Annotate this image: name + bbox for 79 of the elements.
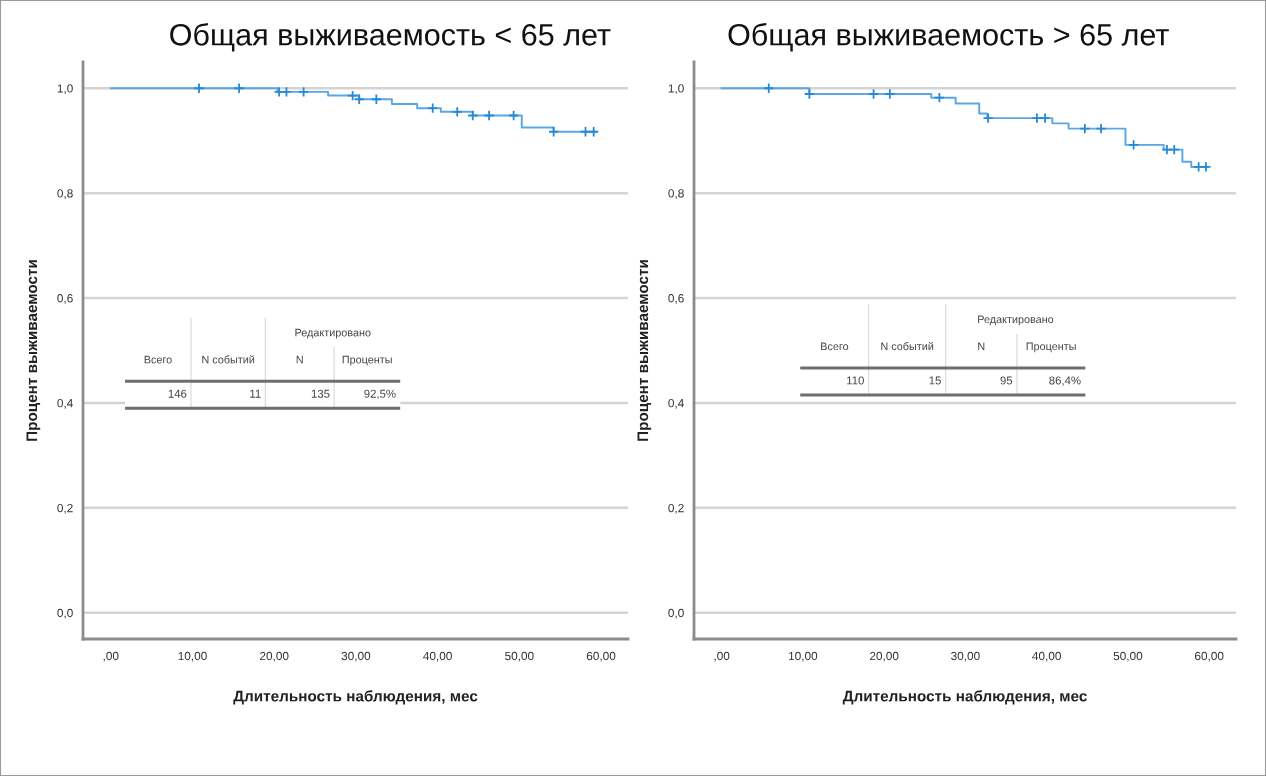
x-tick-label: 60,00 xyxy=(586,651,616,662)
y-tick-label: 0,6 xyxy=(57,294,73,304)
y-tick-label: 0,4 xyxy=(668,398,684,409)
x-tick-label: 30,00 xyxy=(951,651,980,662)
annotation: N событий xyxy=(202,355,255,364)
annotation: 95 xyxy=(1000,376,1013,385)
x-tick-label: 10,00 xyxy=(789,651,818,662)
x-axis-title: Длительность наблюдения, мес xyxy=(233,690,478,705)
y-tick-label: 0,2 xyxy=(668,503,684,514)
point xyxy=(548,126,560,138)
point xyxy=(1200,161,1212,173)
point xyxy=(1168,144,1180,156)
y-tick-label: 0,0 xyxy=(668,608,684,619)
point xyxy=(427,102,439,114)
x-tick-label: 40,00 xyxy=(1032,651,1061,662)
annotation: Редактировано xyxy=(978,315,1054,326)
annotation: Всего xyxy=(144,355,172,364)
x-axis-title: Длительность наблюдения, мес xyxy=(842,690,1087,705)
y-tick-label: 0,6 xyxy=(668,294,684,304)
annotation: Всего xyxy=(821,342,849,351)
annotation: 11 xyxy=(250,389,261,398)
annotation: N событий xyxy=(881,341,934,351)
chart-title: Общая выживаемость < 65 лет xyxy=(170,22,611,52)
point xyxy=(193,82,205,94)
annotation: N xyxy=(296,355,303,364)
point xyxy=(233,82,245,94)
y-tick-label: 1,0 xyxy=(668,84,684,95)
point xyxy=(884,88,896,100)
x-tick-label: ,00 xyxy=(103,651,119,662)
point xyxy=(483,109,495,122)
annotation: 86,4% xyxy=(1049,376,1081,386)
y-tick-label: 0,0 xyxy=(57,608,73,619)
annotation: N xyxy=(978,342,985,351)
point xyxy=(1128,139,1140,151)
point xyxy=(1079,123,1091,135)
x-tick-label: 10,00 xyxy=(178,651,207,662)
point xyxy=(982,112,994,124)
x-tick-label: 60,00 xyxy=(1195,651,1224,662)
y-tick-label: 0,4 xyxy=(57,398,73,409)
point xyxy=(353,93,365,105)
point xyxy=(868,88,880,100)
annotation: Проценты xyxy=(342,355,392,366)
point xyxy=(370,93,382,105)
annotation: 146 xyxy=(168,389,187,398)
point xyxy=(588,126,600,138)
y-axis-title: Процент выживаемости xyxy=(637,260,652,441)
y-tick-label: 0,8 xyxy=(668,189,684,199)
x-tick-label: 40,00 xyxy=(423,651,452,662)
point xyxy=(298,86,310,98)
x-tick-label: 30,00 xyxy=(341,651,371,662)
x-tick-label: 20,00 xyxy=(869,651,899,662)
x-tick-label: 20,00 xyxy=(260,651,289,662)
annotation: 15 xyxy=(929,376,941,385)
x-tick-label: 50,00 xyxy=(505,651,534,662)
point xyxy=(467,109,479,122)
point xyxy=(763,82,775,94)
annotation: Редактировано xyxy=(295,328,371,339)
point xyxy=(803,88,815,100)
annotation: Проценты xyxy=(1026,342,1076,353)
point xyxy=(451,106,463,118)
y-tick-label: 0,8 xyxy=(57,189,73,199)
annotation: 110 xyxy=(847,376,864,385)
point xyxy=(347,90,359,102)
point xyxy=(273,86,285,98)
y-tick-label: 1,0 xyxy=(57,84,73,95)
point xyxy=(933,92,945,104)
annotation: 92,5% xyxy=(364,389,396,400)
point xyxy=(1031,112,1043,124)
y-axis-title: Процент выживаемости xyxy=(26,260,41,441)
annotation: 135 xyxy=(311,389,330,398)
point xyxy=(1161,144,1173,156)
point xyxy=(1039,112,1051,124)
x-tick-label: ,00 xyxy=(714,651,730,662)
y-tick-label: 0,2 xyxy=(57,503,73,514)
point xyxy=(579,126,592,138)
point xyxy=(1095,123,1107,135)
x-tick-label: 50,00 xyxy=(1113,651,1143,662)
chart-title: Общая выживаемость > 65 лет xyxy=(728,22,1169,52)
point xyxy=(508,109,520,122)
